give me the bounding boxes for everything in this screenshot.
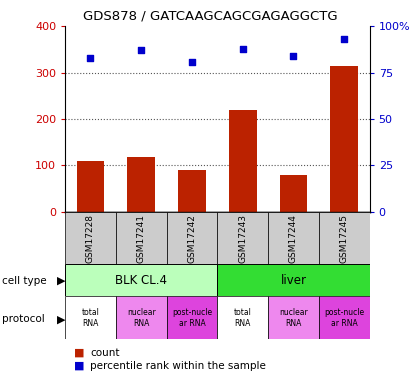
Text: nuclear
RNA: nuclear RNA xyxy=(127,308,155,327)
Bar xyxy=(167,296,218,339)
Bar xyxy=(65,296,116,339)
Bar xyxy=(268,212,319,264)
Text: liver: liver xyxy=(281,274,307,287)
Text: cell type: cell type xyxy=(2,276,47,285)
Text: GSM17245: GSM17245 xyxy=(340,214,349,262)
Point xyxy=(239,45,246,51)
Text: percentile rank within the sample: percentile rank within the sample xyxy=(90,361,266,370)
Bar xyxy=(116,212,167,264)
Text: GSM17242: GSM17242 xyxy=(187,214,197,262)
Bar xyxy=(319,296,370,339)
Bar xyxy=(268,296,319,339)
Point xyxy=(189,58,195,64)
Text: ▶: ▶ xyxy=(57,315,65,324)
Bar xyxy=(218,264,370,296)
Bar xyxy=(330,66,358,212)
Bar xyxy=(76,161,105,212)
Text: total
RNA: total RNA xyxy=(81,308,100,327)
Text: total
RNA: total RNA xyxy=(234,308,252,327)
Bar xyxy=(218,296,268,339)
Text: ■: ■ xyxy=(74,361,84,370)
Bar xyxy=(178,170,206,212)
Text: post-nucle
ar RNA: post-nucle ar RNA xyxy=(172,308,212,327)
Text: GSM17228: GSM17228 xyxy=(86,214,95,262)
Bar xyxy=(127,157,155,212)
Text: ■: ■ xyxy=(74,348,84,357)
Bar xyxy=(167,212,218,264)
Point xyxy=(87,55,94,61)
Text: ▶: ▶ xyxy=(57,276,65,285)
Text: protocol: protocol xyxy=(2,315,45,324)
Text: BLK CL.4: BLK CL.4 xyxy=(115,274,167,287)
Bar xyxy=(65,264,218,296)
Text: GSM17244: GSM17244 xyxy=(289,214,298,262)
Point xyxy=(138,47,144,53)
Bar xyxy=(319,212,370,264)
Bar xyxy=(116,296,167,339)
Bar xyxy=(65,212,116,264)
Text: GDS878 / GATCAAGCAGCGAGAGGCTG: GDS878 / GATCAAGCAGCGAGAGGCTG xyxy=(83,9,337,22)
Bar xyxy=(218,212,268,264)
Text: nuclear
RNA: nuclear RNA xyxy=(279,308,308,327)
Point xyxy=(341,36,348,42)
Bar xyxy=(280,175,307,212)
Text: count: count xyxy=(90,348,120,357)
Text: GSM17241: GSM17241 xyxy=(137,214,146,262)
Point xyxy=(290,53,297,59)
Bar xyxy=(229,110,257,212)
Text: post-nucle
ar RNA: post-nucle ar RNA xyxy=(324,308,364,327)
Text: GSM17243: GSM17243 xyxy=(238,214,247,262)
